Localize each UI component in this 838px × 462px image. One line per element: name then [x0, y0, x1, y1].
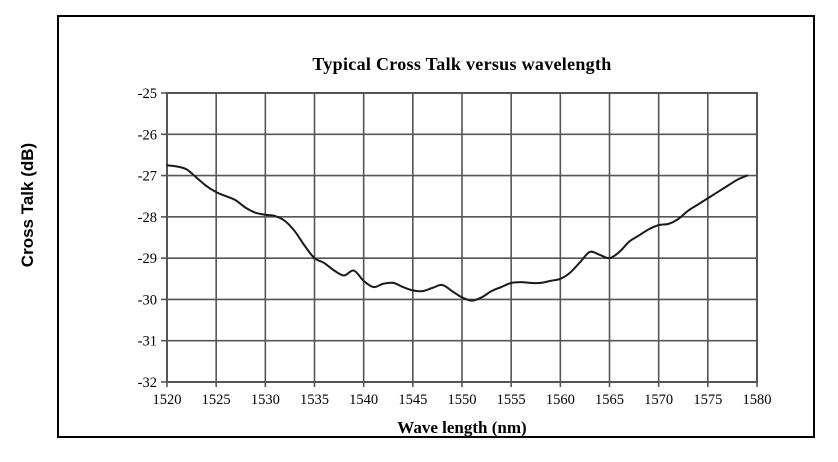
svg-text:1550: 1550	[448, 392, 477, 408]
svg-text:-25: -25	[138, 86, 157, 102]
svg-text:-26: -26	[138, 127, 157, 143]
chart-title: Typical Cross Talk versus wavelength	[312, 54, 612, 74]
data-line-cross-talk	[166, 164, 749, 302]
svg-text:1570: 1570	[644, 392, 673, 408]
axis-tick-labels: 1520 1525 1530 1535 1540 1545 1550 1555 1560 1565…	[138, 86, 772, 408]
svg-text:1555: 1555	[497, 392, 526, 408]
svg-text:-32: -32	[138, 375, 157, 391]
data-series-group	[166, 164, 749, 302]
svg-text:-30: -30	[138, 292, 157, 308]
svg-text:-29: -29	[138, 251, 157, 267]
grid-lines	[166, 92, 758, 383]
svg-text:1540: 1540	[349, 392, 378, 408]
svg-text:1525: 1525	[202, 392, 231, 408]
svg-text:1530: 1530	[251, 392, 280, 408]
svg-text:1535: 1535	[300, 392, 329, 408]
figure-border	[57, 15, 815, 438]
svg-text:1575: 1575	[693, 392, 722, 408]
svg-text:1565: 1565	[595, 392, 624, 408]
x-axis-label: Wave length (nm)	[397, 418, 527, 437]
svg-text:1520: 1520	[153, 392, 182, 408]
svg-text:1560: 1560	[546, 392, 575, 408]
svg-text:1545: 1545	[398, 392, 427, 408]
axis-tick-marks	[161, 92, 758, 387]
svg-text:-28: -28	[138, 210, 157, 226]
svg-text:-31: -31	[138, 334, 157, 350]
svg-text:1580: 1580	[743, 392, 772, 408]
svg-text:-27: -27	[138, 169, 157, 185]
